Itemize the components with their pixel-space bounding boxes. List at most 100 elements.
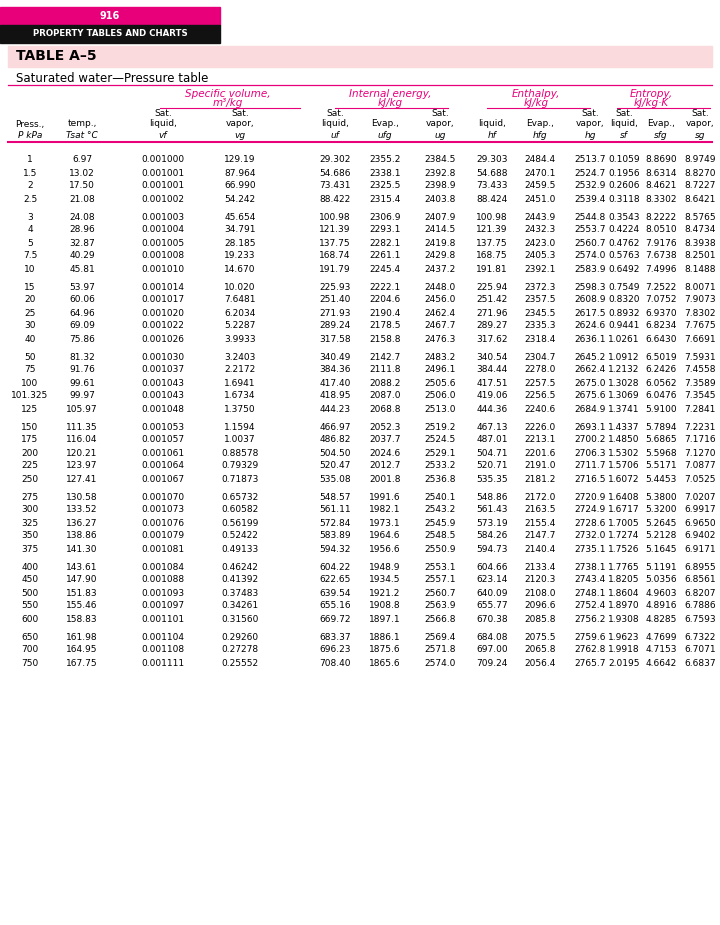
Text: 6.97: 6.97 <box>72 155 92 165</box>
Text: 88.422: 88.422 <box>320 194 351 204</box>
Text: 487.01: 487.01 <box>476 436 508 445</box>
Text: 6.8207: 6.8207 <box>684 588 716 598</box>
Text: hf: hf <box>487 130 496 140</box>
Text: 2065.8: 2065.8 <box>524 646 556 655</box>
Text: 2448.0: 2448.0 <box>424 282 456 291</box>
Text: 1.3069: 1.3069 <box>608 391 640 401</box>
Text: 1.0261: 1.0261 <box>608 335 640 343</box>
Text: 2563.9: 2563.9 <box>424 601 456 610</box>
Text: 7.2522: 7.2522 <box>645 282 677 291</box>
Text: 54.242: 54.242 <box>225 194 256 204</box>
Text: 1964.6: 1964.6 <box>369 532 401 540</box>
Text: 6.8234: 6.8234 <box>645 322 677 330</box>
Text: 0.52422: 0.52422 <box>222 532 258 540</box>
Text: 486.82: 486.82 <box>319 436 351 445</box>
Text: 1875.6: 1875.6 <box>369 646 401 655</box>
Text: 2566.8: 2566.8 <box>424 614 456 623</box>
Text: 0.001053: 0.001053 <box>141 423 184 431</box>
Text: 4.6642: 4.6642 <box>645 659 677 668</box>
Text: 6.7071: 6.7071 <box>684 646 716 655</box>
Text: 7.5931: 7.5931 <box>684 352 716 362</box>
Text: 28.185: 28.185 <box>224 239 256 248</box>
Text: 0.001111: 0.001111 <box>141 659 184 668</box>
Text: 0.001001: 0.001001 <box>141 181 184 191</box>
Text: 2624.6: 2624.6 <box>575 322 606 330</box>
Text: 143.61: 143.61 <box>66 562 98 572</box>
Text: Evap.,: Evap., <box>647 119 675 129</box>
Text: 2024.6: 2024.6 <box>369 449 400 458</box>
Text: 650: 650 <box>22 633 39 642</box>
Text: 2392.1: 2392.1 <box>524 265 556 274</box>
Text: 2140.4: 2140.4 <box>524 545 556 553</box>
Text: 3.2403: 3.2403 <box>225 352 256 362</box>
Text: 2752.4: 2752.4 <box>575 601 606 610</box>
Text: 7.8302: 7.8302 <box>684 309 716 317</box>
Text: 1.0912: 1.0912 <box>608 352 640 362</box>
Text: 350: 350 <box>22 532 39 540</box>
Text: 1.6408: 1.6408 <box>608 492 640 501</box>
Text: 2583.9: 2583.9 <box>575 265 606 274</box>
Text: 2645.2: 2645.2 <box>575 352 606 362</box>
Text: 136.27: 136.27 <box>66 519 98 527</box>
Text: 0.001014: 0.001014 <box>142 282 184 291</box>
Text: 0.001017: 0.001017 <box>141 295 184 304</box>
Text: 0.001022: 0.001022 <box>142 322 184 330</box>
Text: 1921.2: 1921.2 <box>369 588 401 598</box>
Text: 683.37: 683.37 <box>319 633 351 642</box>
Text: 5.2287: 5.2287 <box>225 322 256 330</box>
Text: 750: 750 <box>22 659 39 668</box>
Text: 2178.5: 2178.5 <box>369 322 401 330</box>
Text: 8.8270: 8.8270 <box>684 168 716 178</box>
Text: 2111.8: 2111.8 <box>369 365 401 375</box>
Text: 2355.2: 2355.2 <box>369 155 401 165</box>
Text: 520.47: 520.47 <box>319 462 351 471</box>
Text: kJ/kg: kJ/kg <box>377 98 402 108</box>
Text: 0.8932: 0.8932 <box>608 309 640 317</box>
Bar <box>8 46 712 67</box>
Text: 0.001061: 0.001061 <box>141 449 184 458</box>
Text: 1.3741: 1.3741 <box>608 404 640 413</box>
Text: 400: 400 <box>22 562 39 572</box>
Text: kJ/kg: kJ/kg <box>523 98 549 108</box>
Text: 34.791: 34.791 <box>224 226 256 235</box>
Text: 419.06: 419.06 <box>476 391 508 401</box>
Text: 520.71: 520.71 <box>476 462 508 471</box>
Text: TABLE A–5: TABLE A–5 <box>16 49 96 63</box>
Text: 2675.0: 2675.0 <box>575 378 606 388</box>
Text: 2483.2: 2483.2 <box>424 352 456 362</box>
Text: 120.21: 120.21 <box>66 449 98 458</box>
Text: 6.7593: 6.7593 <box>684 614 716 623</box>
Text: 129.19: 129.19 <box>224 155 256 165</box>
Text: 8.1488: 8.1488 <box>684 265 716 274</box>
Text: sfg: sfg <box>654 130 668 140</box>
Text: 1.9623: 1.9623 <box>608 633 640 642</box>
Text: 250: 250 <box>22 475 39 484</box>
Text: 2085.8: 2085.8 <box>524 614 556 623</box>
Text: 5.0356: 5.0356 <box>645 575 677 585</box>
Text: 2735.1: 2735.1 <box>575 545 606 553</box>
Text: 0.46242: 0.46242 <box>222 562 258 572</box>
Text: 2240.6: 2240.6 <box>524 404 556 413</box>
Text: 2158.8: 2158.8 <box>369 335 401 343</box>
Text: 2456.0: 2456.0 <box>424 295 456 304</box>
Text: 0.001026: 0.001026 <box>142 335 184 343</box>
Text: 8.2222: 8.2222 <box>645 213 677 221</box>
Text: 300: 300 <box>22 505 39 514</box>
Text: 655.16: 655.16 <box>319 601 351 610</box>
Text: 251.42: 251.42 <box>477 295 508 304</box>
Text: 29.302: 29.302 <box>319 155 351 165</box>
Text: 125: 125 <box>22 404 39 413</box>
Text: 1.0037: 1.0037 <box>224 436 256 445</box>
Text: 5.5968: 5.5968 <box>645 449 677 458</box>
Text: 317.62: 317.62 <box>476 335 508 343</box>
Text: 2345.5: 2345.5 <box>524 309 556 317</box>
Text: 100.98: 100.98 <box>319 213 351 221</box>
Text: 684.08: 684.08 <box>476 633 508 642</box>
Text: 2338.1: 2338.1 <box>369 168 401 178</box>
Text: 2759.6: 2759.6 <box>575 633 606 642</box>
Text: 2505.6: 2505.6 <box>424 378 456 388</box>
Text: 2724.9: 2724.9 <box>575 505 606 514</box>
Text: 1: 1 <box>27 155 33 165</box>
Text: 24.08: 24.08 <box>69 213 95 221</box>
Text: 2524.5: 2524.5 <box>424 436 456 445</box>
